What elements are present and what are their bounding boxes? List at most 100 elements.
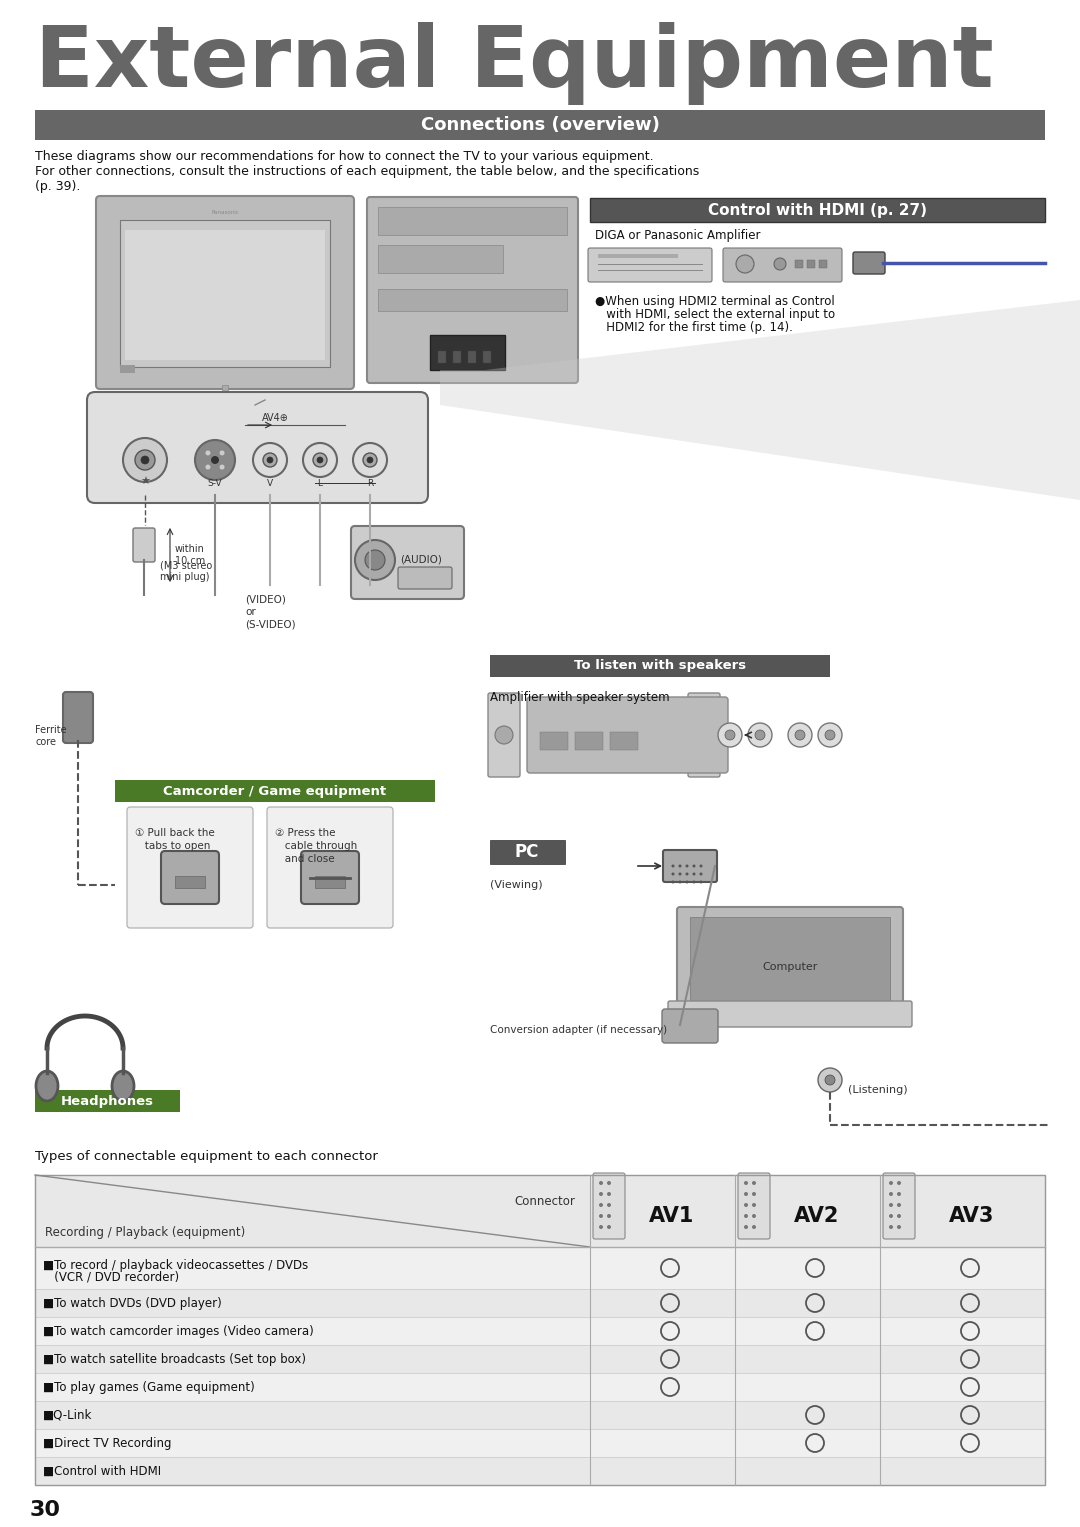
Bar	[807, 260, 815, 269]
Bar	[483, 351, 491, 363]
Circle shape	[692, 872, 696, 875]
FancyBboxPatch shape	[663, 851, 717, 883]
Circle shape	[365, 550, 384, 570]
Text: (VCR / DVD recorder): (VCR / DVD recorder)	[43, 1270, 179, 1284]
FancyBboxPatch shape	[384, 574, 411, 586]
Circle shape	[599, 1225, 603, 1229]
Circle shape	[141, 457, 149, 464]
Bar	[35, 1345, 1045, 1373]
Text: (Viewing): (Viewing)	[490, 880, 542, 890]
Circle shape	[686, 864, 689, 867]
Circle shape	[897, 1180, 901, 1185]
Circle shape	[211, 457, 219, 464]
Text: and close: and close	[275, 854, 335, 864]
FancyBboxPatch shape	[96, 195, 354, 389]
Text: tabs to open: tabs to open	[135, 841, 211, 851]
Circle shape	[672, 881, 675, 884]
Text: Recording / Playback (equipment): Recording / Playback (equipment)	[45, 1226, 245, 1238]
Circle shape	[363, 454, 377, 467]
Bar	[795, 260, 804, 269]
Circle shape	[599, 1180, 603, 1185]
Circle shape	[678, 864, 681, 867]
Circle shape	[123, 438, 167, 483]
Circle shape	[818, 1067, 842, 1092]
Bar	[35, 1174, 1045, 1484]
Circle shape	[795, 730, 805, 741]
Text: Panasonic: Panasonic	[211, 209, 239, 214]
Bar	[430, 334, 505, 370]
Bar	[490, 840, 565, 864]
Circle shape	[219, 450, 225, 455]
Circle shape	[744, 1225, 748, 1229]
Text: L: L	[318, 478, 323, 487]
Circle shape	[195, 440, 235, 479]
Text: with HDMI, select the external input to: with HDMI, select the external input to	[595, 308, 835, 321]
Text: ■To watch camcorder images (Video camera): ■To watch camcorder images (Video camera…	[43, 1324, 314, 1338]
FancyBboxPatch shape	[723, 247, 842, 282]
Circle shape	[599, 1203, 603, 1206]
Text: Connector: Connector	[514, 1196, 575, 1208]
Circle shape	[205, 464, 211, 470]
Text: ■To play games (Game equipment): ■To play games (Game equipment)	[43, 1380, 255, 1394]
FancyBboxPatch shape	[267, 806, 393, 928]
Circle shape	[897, 1225, 901, 1229]
Circle shape	[495, 725, 513, 744]
Bar	[35, 1400, 1045, 1429]
FancyBboxPatch shape	[399, 567, 453, 589]
Circle shape	[718, 722, 742, 747]
Bar	[490, 655, 831, 676]
Text: DIGA or Panasonic Amplifier: DIGA or Panasonic Amplifier	[595, 229, 760, 243]
Bar	[125, 231, 325, 360]
Text: (M3 stereo
mini plug): (M3 stereo mini plug)	[160, 560, 213, 582]
Circle shape	[607, 1214, 611, 1219]
Bar	[120, 365, 135, 373]
FancyBboxPatch shape	[688, 693, 720, 777]
Circle shape	[318, 457, 323, 463]
Text: cable through: cable through	[275, 841, 357, 851]
Text: within
10 cm: within 10 cm	[175, 544, 205, 567]
Circle shape	[889, 1180, 893, 1185]
Bar	[200, 395, 249, 402]
Text: (p. 39).: (p. 39).	[35, 180, 80, 192]
FancyBboxPatch shape	[669, 1002, 912, 1028]
Text: AV2: AV2	[794, 1206, 839, 1226]
Circle shape	[889, 1214, 893, 1219]
Circle shape	[672, 864, 675, 867]
FancyBboxPatch shape	[127, 806, 253, 928]
Text: S-V: S-V	[207, 478, 222, 487]
Circle shape	[686, 872, 689, 875]
Text: ■Q-Link: ■Q-Link	[43, 1408, 93, 1422]
Bar	[540, 731, 568, 750]
Text: ■To record / playback videocassettes / DVDs: ■To record / playback videocassettes / D…	[43, 1258, 308, 1272]
Bar	[35, 1429, 1045, 1457]
FancyBboxPatch shape	[367, 197, 578, 383]
Text: AV4⊕: AV4⊕	[261, 412, 288, 423]
Circle shape	[744, 1193, 748, 1196]
Circle shape	[735, 255, 754, 273]
FancyBboxPatch shape	[133, 528, 156, 562]
Text: HDMI2 for the first time (p. 14).: HDMI2 for the first time (p. 14).	[595, 321, 793, 334]
Bar	[175, 876, 205, 889]
Text: ●When using HDMI2 terminal as Control: ●When using HDMI2 terminal as Control	[595, 295, 835, 308]
Bar	[315, 876, 345, 889]
Text: R: R	[367, 478, 373, 487]
Text: These diagrams show our recommendations for how to connect the TV to your variou: These diagrams show our recommendations …	[35, 150, 653, 163]
Bar	[378, 208, 567, 235]
Circle shape	[755, 730, 765, 741]
Circle shape	[303, 443, 337, 476]
Circle shape	[367, 457, 373, 463]
FancyBboxPatch shape	[63, 692, 93, 744]
Bar	[468, 351, 476, 363]
Bar	[222, 385, 228, 392]
Circle shape	[897, 1203, 901, 1206]
Text: AV1: AV1	[649, 1206, 694, 1226]
Bar	[35, 1316, 1045, 1345]
FancyBboxPatch shape	[351, 525, 464, 599]
FancyBboxPatch shape	[87, 392, 428, 502]
Text: Ferrite
core: Ferrite core	[35, 725, 67, 747]
Text: PC: PC	[515, 843, 539, 861]
FancyBboxPatch shape	[384, 554, 411, 567]
Ellipse shape	[36, 1070, 58, 1101]
Text: To listen with speakers: To listen with speakers	[573, 660, 746, 672]
Bar	[35, 1090, 180, 1112]
